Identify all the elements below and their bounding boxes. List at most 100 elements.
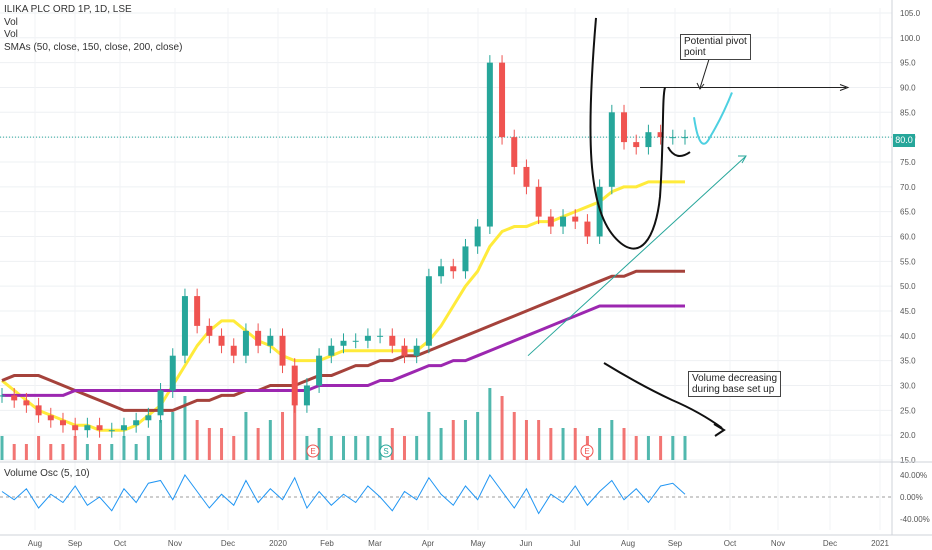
candle-body <box>255 330 262 346</box>
volume-bar <box>0 436 4 460</box>
y-tick-label: 40.0 <box>900 332 916 341</box>
volume-bar <box>110 444 114 460</box>
volume-bar <box>305 436 309 460</box>
y-tick-label: 95.0 <box>900 59 916 68</box>
volume-bar <box>268 420 272 460</box>
y-tick-label: 45.0 <box>900 307 916 316</box>
y-tick-label: 30.0 <box>900 381 916 390</box>
volume-bar <box>427 412 431 460</box>
volume-bar <box>171 412 175 460</box>
candle-body <box>169 355 176 391</box>
volume-annotation[interactable]: Volume decreasing during base set up <box>688 371 782 397</box>
volume-bar <box>390 428 394 460</box>
volume-bar <box>683 436 687 460</box>
candle-body <box>547 216 554 227</box>
candle-body <box>133 420 140 426</box>
candle-body <box>108 430 115 432</box>
candle-body <box>621 112 628 143</box>
candle-body <box>96 425 103 431</box>
candle-body <box>511 137 518 167</box>
x-tick-label: Dec <box>823 539 837 548</box>
volume-indicator-label-2[interactable]: Vol <box>4 29 18 40</box>
candle-body <box>11 395 18 401</box>
volume-bar <box>207 428 211 460</box>
symbol-title[interactable]: ILIKA PLC ORD 1P, 1D, LSE <box>4 4 132 15</box>
y-tick-label: 65.0 <box>900 208 916 217</box>
x-tick-label: Oct <box>114 539 127 548</box>
volume-annotation-line1: Volume decreasing <box>692 373 778 384</box>
candle-body <box>523 166 530 187</box>
volume-bar <box>573 428 577 460</box>
volume-bar <box>415 436 419 460</box>
x-tick-label: Nov <box>771 539 785 548</box>
x-tick-label: 2020 <box>269 539 287 548</box>
candle-body <box>316 355 323 386</box>
volume-osc-label[interactable]: Volume Osc (5, 10) <box>4 468 90 479</box>
candle-body <box>486 62 493 227</box>
volume-bar <box>451 420 455 460</box>
event-marker <box>580 444 594 458</box>
volume-bar <box>281 412 285 460</box>
volume-bar <box>24 444 28 460</box>
volume-bar <box>488 388 492 460</box>
candle-body <box>572 216 579 222</box>
candle-body <box>608 112 615 187</box>
sma-indicator-label[interactable]: SMAs (50, close, 150, close, 200, close) <box>4 41 183 53</box>
y-tick-label: 25.0 <box>900 406 916 415</box>
x-tick-label: Dec <box>221 539 235 548</box>
sma-200-line <box>2 304 685 397</box>
candle-body <box>425 276 432 346</box>
volume-bar <box>622 428 626 460</box>
volume-bar <box>195 420 199 460</box>
price-series <box>0 55 688 438</box>
candle-body <box>389 335 396 346</box>
volume-indicator-label[interactable]: Vol <box>4 16 18 28</box>
volume-bar <box>646 436 650 460</box>
osc-tick-label: 40.00% <box>900 471 927 480</box>
candle-body <box>438 266 445 277</box>
osc-tick-label: -40.00% <box>900 515 930 524</box>
volume-bar <box>49 444 53 460</box>
candle-body <box>59 420 66 426</box>
volume-bar <box>659 436 663 460</box>
x-tick-label: Oct <box>724 539 737 548</box>
volume-bar <box>402 436 406 460</box>
candle-body <box>145 415 152 421</box>
volume-bar <box>378 436 382 460</box>
y-tick-label: 15.0 <box>900 456 916 465</box>
x-tick-label: Feb <box>320 539 334 548</box>
current-price-label: 80.0 <box>893 134 915 147</box>
x-tick-label: 2021 <box>871 539 889 548</box>
volume-trend-arrowhead <box>713 423 726 437</box>
candle-body <box>633 142 640 148</box>
candle-body <box>474 226 481 247</box>
volume-bar <box>183 396 187 460</box>
y-tick-label: 50.0 <box>900 282 916 291</box>
trend-line <box>527 156 746 357</box>
candle-body <box>584 221 591 237</box>
candle-body <box>669 137 676 139</box>
event-marker-label: E <box>310 447 315 456</box>
candle-body <box>413 345 420 356</box>
volume-bar <box>598 428 602 460</box>
volume-bar <box>293 404 297 460</box>
candle-body <box>230 345 237 356</box>
volume-bar <box>85 444 89 460</box>
x-tick-label: Sep <box>668 539 683 548</box>
candle-body <box>352 340 359 342</box>
candle-body <box>340 340 347 346</box>
candle-body <box>499 62 506 138</box>
volume-bar <box>549 428 553 460</box>
volume-bar <box>256 428 260 460</box>
y-tick-label: 35.0 <box>900 357 916 366</box>
pivot-annotation[interactable]: Potential pivot point <box>680 34 751 60</box>
x-tick-label: Mar <box>368 539 382 548</box>
volume-bar <box>12 444 16 460</box>
candle-body <box>181 296 188 356</box>
volume-bar <box>366 436 370 460</box>
x-tick-label: May <box>470 539 485 548</box>
volume-bar <box>244 412 248 460</box>
